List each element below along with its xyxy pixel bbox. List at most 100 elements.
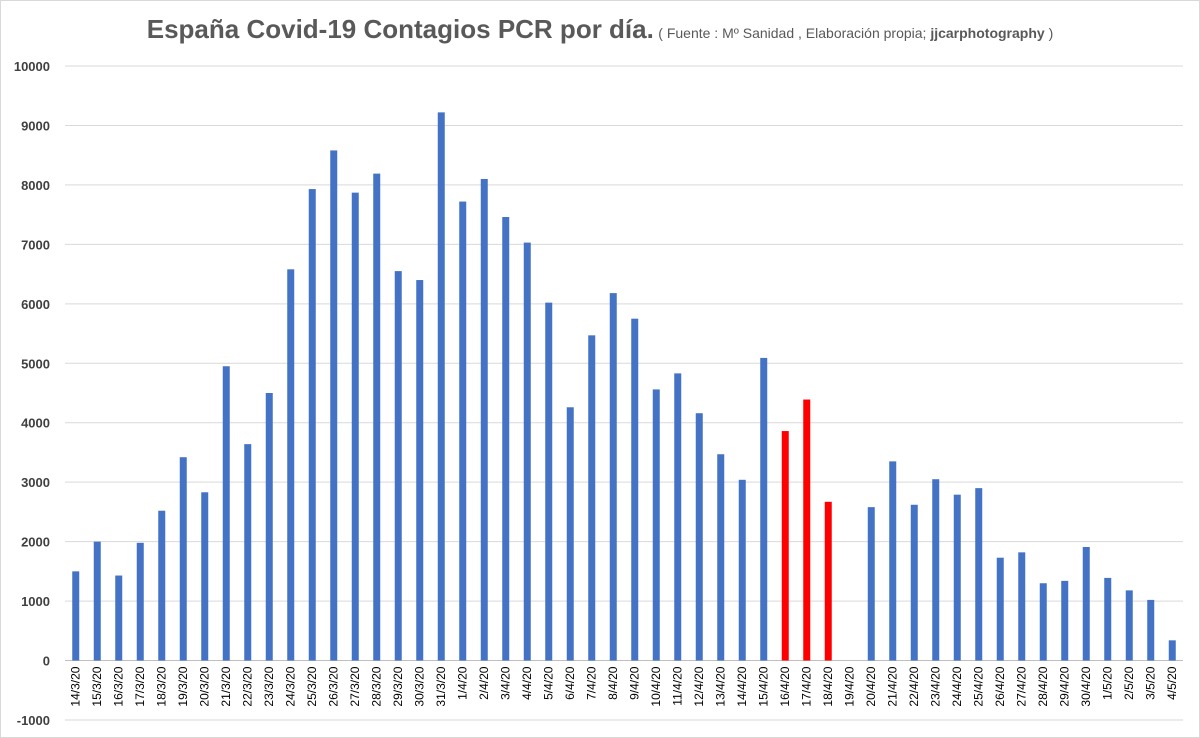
x-tick-label: 25/3/20 [305, 666, 319, 706]
bar [674, 373, 682, 661]
x-tick-label: 21/4/20 [886, 666, 900, 706]
x-tick-label: 1/4/20 [456, 666, 470, 700]
y-tick-label: 2000 [21, 535, 50, 550]
bar [179, 457, 187, 661]
y-tick-label: 4000 [21, 416, 50, 431]
bar [72, 571, 80, 661]
y-tick-label: 3000 [21, 475, 50, 490]
bar [996, 557, 1004, 661]
bar [824, 501, 832, 661]
bar [351, 192, 359, 661]
x-tick-label: 28/4/20 [1036, 666, 1050, 706]
bar [158, 510, 166, 661]
bar [416, 280, 424, 661]
bar [717, 454, 725, 661]
x-tick-label: 27/3/20 [348, 666, 362, 706]
x-tick-label: 18/4/20 [821, 666, 835, 706]
bar [201, 492, 209, 661]
y-tick-label: 8000 [21, 178, 50, 193]
x-tick-label: 26/4/20 [993, 666, 1007, 706]
bar [1104, 577, 1112, 661]
x-tick-label: 5/4/20 [542, 666, 556, 700]
x-tick-label: 22/3/20 [241, 666, 255, 706]
x-tick-label: 8/4/20 [606, 666, 620, 700]
x-tick-label: 2/4/20 [477, 666, 491, 700]
x-tick-label: 15/3/20 [90, 666, 104, 706]
x-tick-label: 24/4/20 [950, 666, 964, 706]
x-tick-label: 19/3/20 [176, 666, 190, 706]
x-tick-label: 20/4/20 [864, 666, 878, 706]
bar [738, 479, 746, 661]
y-axis-ticks: -1000 0 1000 2000 3000 4000 5000 6000 7000 8000 90… [14, 59, 50, 728]
chart-title: España Covid-19 Contagios PCR por día. (… [0, 14, 1200, 45]
bar [115, 575, 123, 661]
bar [781, 431, 789, 661]
chart-title-source: ( Fuente : Mº Sanidad , Elaboración prop… [658, 25, 1053, 41]
bar [889, 461, 897, 661]
x-tick-label: 23/4/20 [929, 666, 943, 706]
bar [1125, 590, 1133, 661]
y-tick-label: 0 [43, 654, 50, 669]
x-tick-label: 15/4/20 [757, 666, 771, 706]
bar [652, 389, 660, 661]
bar [910, 504, 918, 661]
bar [222, 366, 230, 661]
x-tick-label: 4/5/20 [1165, 666, 1179, 700]
bar [545, 302, 553, 661]
bar [373, 173, 381, 661]
x-tick-label: 23/3/20 [262, 666, 276, 706]
y-tick-label: 1000 [21, 594, 50, 609]
bar [1018, 552, 1026, 661]
bar [523, 242, 531, 661]
bar [308, 189, 316, 661]
bar [867, 507, 875, 661]
x-tick-label: 4/4/20 [520, 666, 534, 700]
gridlines [65, 65, 1183, 721]
x-tick-label: 16/4/20 [778, 666, 792, 706]
x-tick-label: 21/3/20 [219, 666, 233, 706]
x-tick-label: 12/4/20 [692, 666, 706, 706]
y-tick-label: 10000 [14, 59, 50, 74]
x-tick-label: 9/4/20 [628, 666, 642, 700]
x-tick-label: 14/3/20 [69, 666, 83, 706]
bar [566, 407, 574, 661]
bar [459, 201, 467, 661]
bar [609, 293, 617, 661]
x-tick-label: 14/4/20 [735, 666, 749, 706]
x-tick-label: 24/3/20 [284, 666, 298, 706]
bar [1168, 640, 1176, 661]
x-tick-label: 1/5/20 [1101, 666, 1115, 700]
x-tick-label: 22/4/20 [907, 666, 921, 706]
x-tick-label: 3/5/20 [1144, 666, 1158, 700]
x-tick-label: 19/4/20 [843, 666, 857, 706]
x-tick-label: 29/4/20 [1058, 666, 1072, 706]
bar [588, 335, 596, 661]
y-tick-label: -1000 [17, 713, 50, 728]
bar [803, 399, 811, 661]
x-tick-label: 29/3/20 [391, 666, 405, 706]
bar [932, 479, 940, 661]
bar [1039, 583, 1047, 661]
bar [953, 494, 961, 661]
x-tick-label: 31/3/20 [434, 666, 448, 706]
bar [136, 542, 144, 661]
chart-title-main: España Covid-19 Contagios PCR por día. [146, 14, 654, 44]
bar [93, 541, 101, 661]
x-tick-label: 26/3/20 [327, 666, 341, 706]
x-tick-label: 11/4/20 [671, 666, 685, 705]
bar [760, 357, 768, 661]
x-tick-label: 25/4/20 [972, 666, 986, 706]
x-tick-label: 28/3/20 [370, 666, 384, 706]
x-tick-label: 30/3/20 [413, 666, 427, 706]
bar [265, 393, 273, 661]
bar [244, 444, 252, 661]
x-tick-label: 13/4/20 [714, 666, 728, 706]
y-tick-label: 7000 [21, 237, 50, 252]
x-tick-label: 30/4/20 [1079, 666, 1093, 706]
x-tick-label: 10/4/20 [649, 666, 663, 706]
x-axis-ticks: 14/3/20 15/3/20 16/3/20 17/3/20 18/3/20 19/3/… [69, 666, 1180, 706]
source-author: jjcarphotography [930, 25, 1045, 41]
bar [394, 271, 402, 661]
bar [1061, 580, 1069, 661]
